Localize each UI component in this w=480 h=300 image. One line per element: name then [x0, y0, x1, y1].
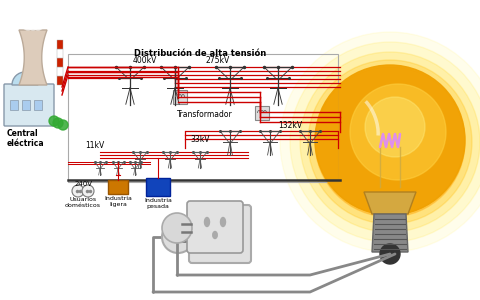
Bar — [22, 100, 30, 110]
Bar — [57, 67, 63, 76]
FancyBboxPatch shape — [189, 205, 251, 263]
Bar — [57, 76, 63, 85]
Bar — [108, 180, 128, 194]
Bar — [10, 100, 18, 110]
Circle shape — [53, 118, 63, 128]
FancyBboxPatch shape — [4, 84, 54, 126]
Text: Usuarios
domésticos: Usuarios domésticos — [65, 197, 101, 208]
Bar — [68, 54, 338, 182]
Ellipse shape — [220, 218, 226, 226]
Circle shape — [315, 67, 465, 217]
Circle shape — [82, 185, 94, 197]
Bar — [57, 58, 63, 67]
Text: 275kV: 275kV — [206, 56, 230, 65]
FancyBboxPatch shape — [187, 201, 243, 253]
Circle shape — [58, 120, 68, 130]
Text: 11kV: 11kV — [85, 141, 105, 150]
Circle shape — [300, 52, 480, 232]
Circle shape — [315, 65, 465, 215]
Text: Central
eléctrica: Central eléctrica — [7, 129, 45, 148]
Bar — [173, 90, 187, 104]
Circle shape — [49, 116, 59, 126]
Text: Transformador: Transformador — [177, 110, 233, 119]
Circle shape — [31, 16, 45, 30]
Polygon shape — [364, 192, 416, 214]
Circle shape — [28, 20, 38, 30]
Bar — [57, 49, 63, 58]
Text: 132kV: 132kV — [278, 121, 302, 130]
Circle shape — [365, 97, 425, 157]
Bar — [146, 178, 170, 196]
Circle shape — [21, 16, 35, 30]
Ellipse shape — [204, 218, 209, 226]
Bar — [34, 100, 42, 110]
Circle shape — [380, 244, 400, 264]
Ellipse shape — [213, 232, 217, 238]
Circle shape — [33, 20, 43, 30]
Text: 33kV: 33kV — [190, 135, 210, 144]
Ellipse shape — [226, 225, 232, 235]
Circle shape — [26, 16, 40, 30]
Ellipse shape — [217, 240, 223, 248]
Circle shape — [162, 213, 192, 243]
Text: Industria
pesada: Industria pesada — [144, 198, 172, 209]
Circle shape — [23, 20, 33, 30]
Text: Industria
ligera: Industria ligera — [104, 196, 132, 207]
Bar — [57, 40, 63, 49]
Ellipse shape — [208, 225, 214, 235]
Text: 400kV: 400kV — [133, 56, 157, 65]
Text: 240V: 240V — [75, 181, 93, 187]
Text: Distribución de alta tensión: Distribución de alta tensión — [134, 49, 266, 58]
Circle shape — [308, 60, 472, 224]
Bar — [255, 106, 269, 120]
Circle shape — [350, 84, 446, 180]
Wedge shape — [12, 72, 38, 85]
Polygon shape — [19, 30, 47, 85]
Circle shape — [72, 185, 84, 197]
Polygon shape — [372, 214, 408, 252]
Circle shape — [290, 42, 480, 242]
Circle shape — [162, 221, 194, 253]
Circle shape — [280, 32, 480, 252]
